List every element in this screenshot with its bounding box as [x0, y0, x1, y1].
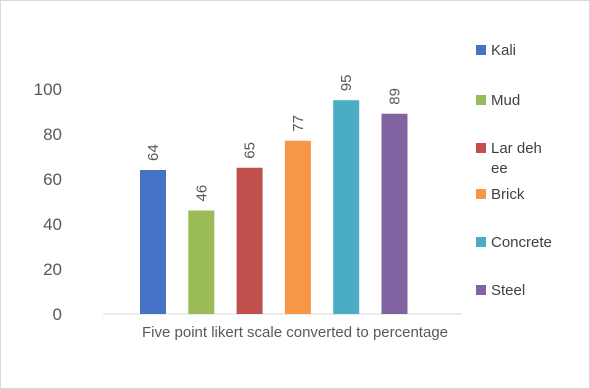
bar: [333, 100, 360, 314]
data-label: 95: [338, 75, 355, 92]
data-label: 46: [193, 185, 210, 202]
bar: [236, 167, 263, 314]
legend-swatch: [476, 189, 486, 199]
y-tick-label: 0: [53, 305, 62, 324]
legend-swatch: [476, 237, 486, 247]
bar: [381, 113, 408, 314]
legend-swatch: [476, 143, 486, 153]
x-axis-label: Five point likert scale converted to per…: [142, 324, 448, 341]
legend-label: Lar deh ee: [491, 140, 542, 177]
legend-swatch: [476, 95, 486, 105]
y-tick-label: 100: [34, 80, 62, 99]
y-tick-label: 40: [43, 215, 62, 234]
data-label: 64: [145, 144, 162, 161]
y-tick-label: 20: [43, 260, 62, 279]
bar: [284, 140, 311, 314]
legend-label: Steel: [491, 282, 525, 299]
legend: Kali Mud Lar deh ee Brick Concrete Steel: [476, 42, 552, 299]
bar: [188, 210, 215, 314]
bar: [140, 170, 166, 314]
data-label: 77: [290, 115, 307, 132]
legend-swatch: [476, 45, 486, 55]
y-tick-label: 80: [43, 125, 62, 144]
data-label: 89: [387, 88, 404, 105]
y-axis: 0 20 40 60 80 100: [34, 80, 62, 324]
y-tick-label: 60: [43, 170, 62, 189]
legend-label: Mud: [491, 92, 520, 109]
legend-label: Kali: [491, 42, 516, 59]
bars: 64 46 65 77 95 89: [140, 75, 408, 314]
legend-label: Brick: [491, 186, 525, 203]
data-label: 65: [242, 142, 259, 159]
legend-swatch: [476, 285, 486, 295]
legend-label: Concrete: [491, 234, 552, 251]
